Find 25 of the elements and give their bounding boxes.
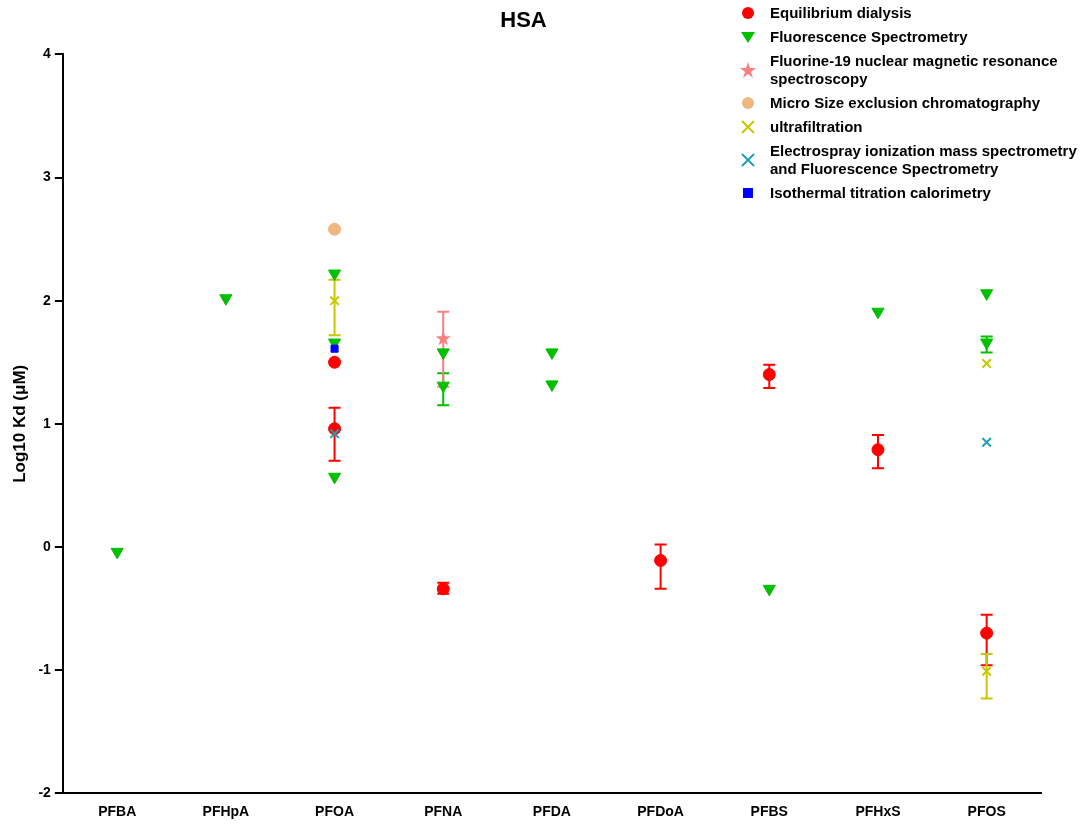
x-tick-label: PFHpA: [202, 803, 250, 820]
x-tick-label: PFOA: [315, 803, 354, 820]
legend-label: Isothermal titration calorimetry: [770, 184, 991, 202]
y-tick-label: 3: [43, 168, 52, 185]
legend-label: Electrospray ionization mass spectrometry and Fluorescence Spectrometry: [770, 142, 1078, 178]
x-tick-label: PFNA: [424, 803, 463, 820]
y-tick-label: 4: [43, 45, 52, 62]
legend-label: ultrafiltration: [770, 118, 863, 136]
y-tick-label: 1: [43, 414, 52, 431]
x-tick-label: PFDoA: [637, 803, 684, 820]
x-tick-label: PFBS: [750, 803, 788, 820]
x-tick-label: PFDA: [532, 803, 571, 820]
legend-label: Fluorescence Spectrometry: [770, 28, 968, 46]
y-tick-label: -2: [38, 784, 52, 801]
chart-title: HSA: [500, 7, 547, 33]
y-axis-title: Log10 Kd (μM): [9, 364, 29, 483]
y-tick-label: 2: [43, 291, 52, 308]
legend-label: Micro Size exclusion chromatography: [770, 94, 1041, 112]
y-tick-label: 0: [43, 537, 52, 554]
x-tick-label: PFHxS: [855, 803, 901, 820]
y-tick-label: -1: [38, 660, 52, 677]
x-tick-label: PFOS: [967, 803, 1006, 820]
legend-label: Fluorine-19 nuclear magnetic resonance spectroscopy: [770, 52, 1059, 88]
legend-label: Equilibrium dialysis: [770, 4, 912, 22]
x-tick-label: PFBA: [98, 803, 137, 820]
